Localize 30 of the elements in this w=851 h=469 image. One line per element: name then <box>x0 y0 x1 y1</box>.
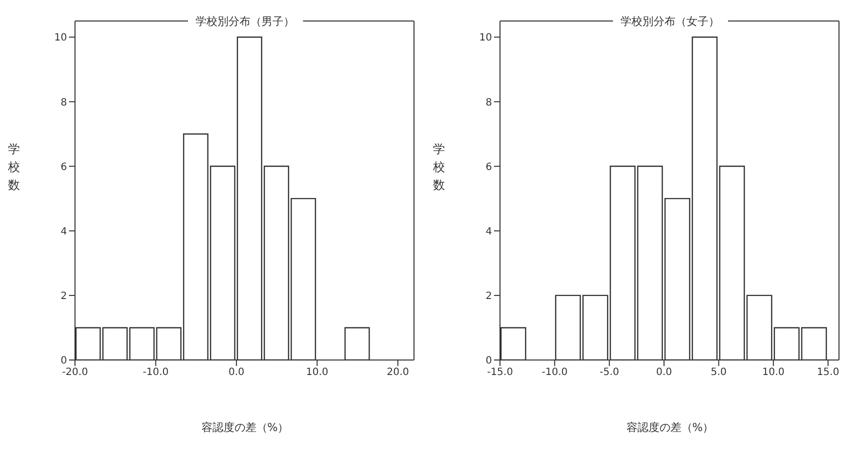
y-tick-label: 2 <box>60 290 67 302</box>
y-tick-label: 10 <box>479 32 492 44</box>
y-axis-title: 学校数 <box>8 141 20 194</box>
y-axis-title: 学校数 <box>433 141 445 194</box>
y-tick-label: 2 <box>486 290 492 302</box>
y-tick-label: 4 <box>60 226 67 238</box>
x-tick-label: 15.0 <box>816 367 840 378</box>
y-tick-label: 8 <box>60 97 67 108</box>
x-tick-label: -10.0 <box>542 367 568 378</box>
x-axis-title: 容認度の差（%） <box>200 420 290 435</box>
x-tick-label: 0.0 <box>656 367 672 378</box>
x-tick-label: -15.0 <box>487 367 513 378</box>
x-tick-label: 20.0 <box>386 367 409 378</box>
x-tick-label: 0.0 <box>228 367 244 378</box>
x-tick-label: 10.0 <box>306 367 328 378</box>
x-tick-label: -20.0 <box>62 367 88 378</box>
x-tick-label: -5.0 <box>600 367 620 378</box>
x-tick-label: 10.0 <box>762 367 785 378</box>
y-tick-label: 4 <box>486 226 492 238</box>
chart-title: 学校別分布（男子） <box>188 15 302 28</box>
y-tick-label: 0 <box>60 356 67 367</box>
y-tick-label: 6 <box>486 162 492 173</box>
x-tick-label: -10.0 <box>142 367 169 378</box>
y-tick-label: 10 <box>54 32 67 44</box>
y-tick-label: 0 <box>486 356 492 367</box>
y-tick-label: 8 <box>486 97 492 108</box>
x-axis-title: 容認度の差（%） <box>625 420 715 435</box>
y-tick-label: 6 <box>60 162 67 173</box>
chart-title: 学校別分布（女子） <box>612 15 728 28</box>
x-tick-label: 5.0 <box>710 367 727 378</box>
